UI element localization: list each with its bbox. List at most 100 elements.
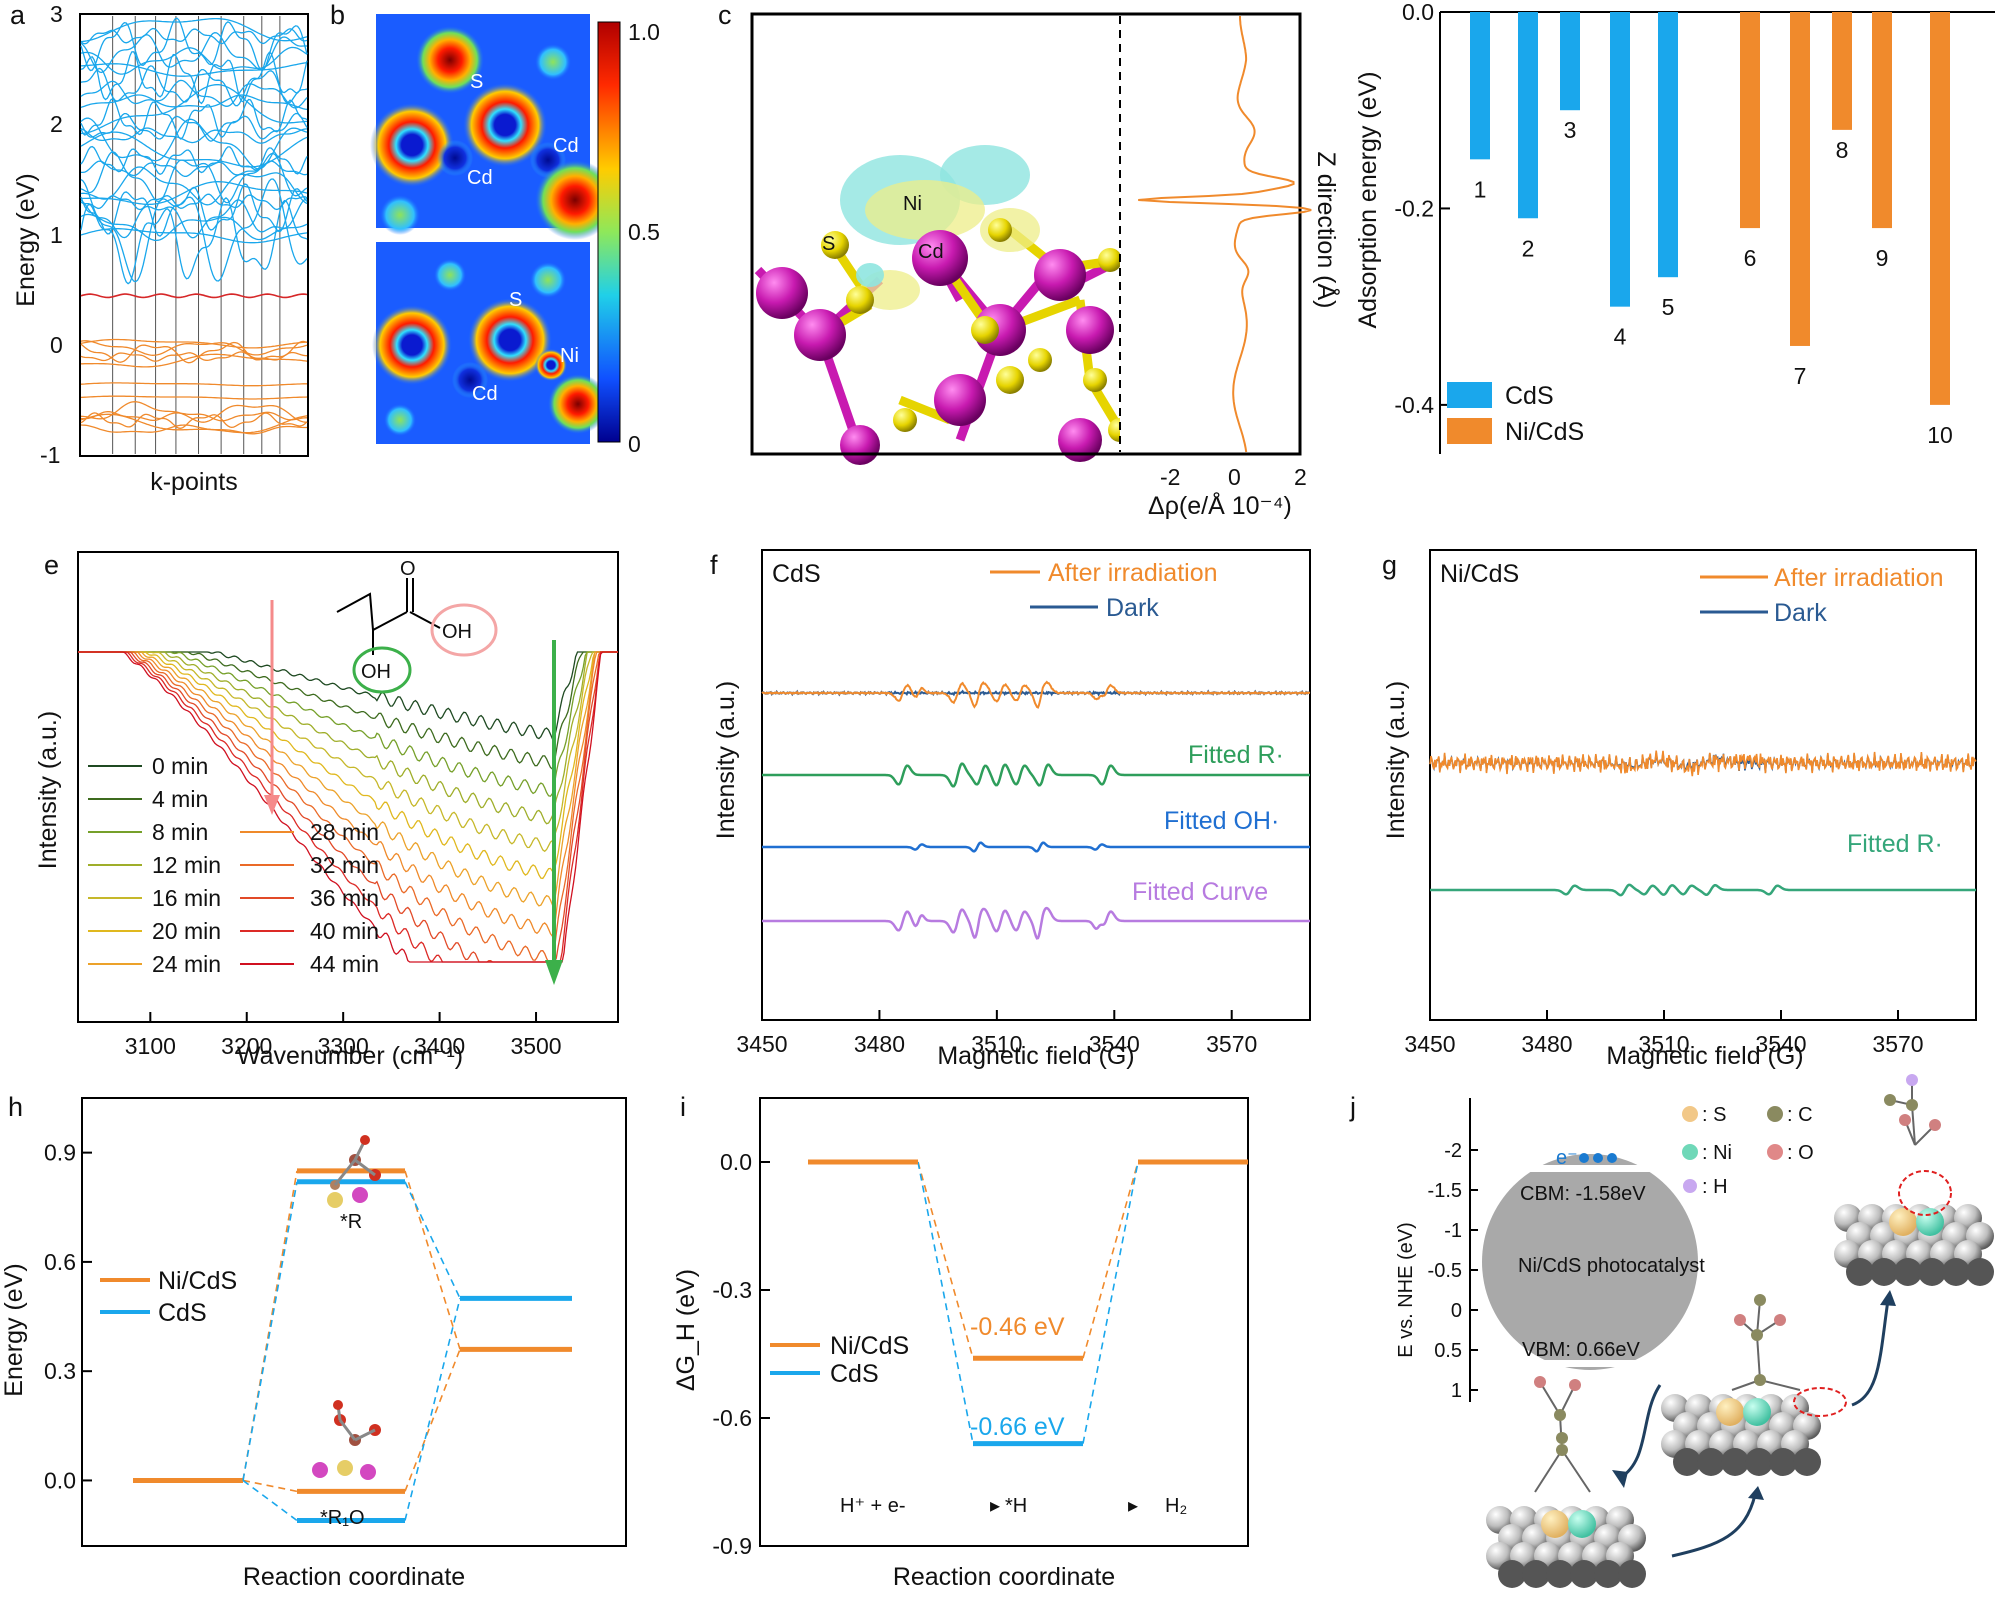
h-ylabel: Energy (eV) [0, 1263, 28, 1396]
i-ytick-label: -0.9 [712, 1533, 752, 1559]
h-ytick-label: 0.0 [44, 1467, 76, 1493]
adsorbate-final [1884, 1074, 1941, 1146]
legend-label: 12 min [152, 852, 221, 878]
ytick: 2 [50, 111, 63, 137]
bar-label: 8 [1836, 137, 1849, 163]
conduction-band [81, 160, 308, 178]
panel-label-g: g [1382, 550, 1397, 580]
legend-label: 28 min [310, 819, 379, 845]
d-yticks: 0.0 -0.2 -0.4 [1394, 0, 1450, 418]
ftir-frame [77, 551, 619, 1023]
legend-s: : S [1702, 1104, 1726, 1126]
spectrum-28min [78, 651, 618, 938]
atom [1929, 1119, 1941, 1131]
conduction-band [80, 32, 308, 74]
arrow-glyph: ▸ [1128, 1495, 1138, 1517]
bond [1534, 1449, 1563, 1493]
atom-OH-acid: OH [442, 621, 472, 643]
trace-fitted-r [1430, 883, 1976, 897]
photocatalyst-disk [1482, 1154, 1698, 1370]
sample-name: CdS [772, 560, 821, 588]
legend-label: 4 min [152, 786, 208, 812]
conduction-band [80, 228, 308, 244]
bar-9 [1872, 12, 1892, 229]
atom [1556, 1444, 1568, 1456]
connector-CdS [242, 1181, 298, 1481]
j-ytick-label: -0.5 [1428, 1260, 1462, 1282]
energy-yticks: 3 2 1 0 -1 [40, 1, 63, 468]
conduction-band [81, 181, 308, 206]
conduction-band [80, 178, 308, 283]
atomic-structure: Ni S Cd [754, 145, 1132, 465]
valence-band [80, 395, 308, 400]
panel-e: e 3100 3200 3300 3400 3500 Wavenumber (cm⁻¹)… [34, 550, 619, 1070]
charge-density-profile [1138, 16, 1312, 453]
j-ytick-label: -1.5 [1428, 1180, 1462, 1202]
g-xticks: 3450 3480 3510 3540 3570 [1404, 1010, 1924, 1057]
bond [1759, 1379, 1801, 1391]
spectrum-20min [78, 651, 618, 880]
d-ytick-label: -0.4 [1394, 392, 1434, 418]
xtick-label: 3510 [971, 1031, 1022, 1057]
conduction-band [80, 213, 308, 242]
atom [1754, 1294, 1766, 1306]
atom [1754, 1374, 1766, 1386]
g-xlabel: Magnetic field (G) [1606, 1042, 1803, 1070]
atom-label-ni: Ni [903, 193, 922, 215]
bar-label: 2 [1522, 235, 1535, 261]
bar-5 [1658, 12, 1678, 278]
legend-swatch-cds [1447, 382, 1492, 408]
highlight-acid-oh [430, 603, 498, 657]
nickel-atom [1916, 1208, 1944, 1236]
map-label: S [509, 289, 522, 311]
map-label: Cd [472, 383, 498, 405]
conduction-band [80, 27, 308, 45]
h-ytick-label: 0.3 [44, 1358, 76, 1384]
i-frame [759, 1097, 1249, 1547]
cbm-band [1505, 1165, 1680, 1172]
atom [1884, 1094, 1896, 1106]
legend-label: 24 min [152, 951, 221, 977]
e-ylabel: Intensity (a.u.) [34, 711, 62, 869]
flow-arrow [1851, 1299, 1890, 1407]
legend-label-after: After irradiation [1774, 564, 1944, 592]
state-label-r1o: *R₁O [320, 1507, 365, 1529]
adsorbate-intermediate [1731, 1294, 1801, 1391]
d-ylabel: Adsorption energy (eV) [1354, 71, 1382, 328]
legend-label: 36 min [310, 885, 379, 911]
legend-o: : O [1787, 1142, 1814, 1164]
map-label: Ni [560, 345, 579, 367]
e-xticks: 3100 3200 3300 3400 3500 [125, 1012, 562, 1059]
panel-d: 0.0 -0.2 -0.4 1 2 3 4 5 6 7 8 9 10 Adsorption energ… [1354, 0, 1995, 454]
j-ytick-label: 0 [1451, 1300, 1462, 1322]
colorbar-tick: 1.0 [628, 19, 660, 45]
conduction-band [80, 197, 308, 239]
bond [1561, 1449, 1591, 1493]
g-ylabel: Intensity (a.u.) [1382, 681, 1410, 839]
c-xtick: -2 [1160, 464, 1180, 490]
spectrum-24min [78, 651, 618, 907]
conduction-band [80, 98, 308, 140]
slab-final [1834, 1204, 1994, 1286]
nickel-atom [1743, 1398, 1771, 1426]
bar-label: 1 [1474, 176, 1487, 202]
bond [1539, 1381, 1561, 1416]
surface-atom [1618, 1560, 1646, 1588]
surface-atom [1793, 1448, 1821, 1476]
valence-band [80, 401, 307, 423]
bar-7 [1790, 12, 1810, 346]
c-xtick: 0 [1228, 464, 1241, 490]
valence-band [80, 338, 308, 349]
surface-atom [1966, 1258, 1994, 1286]
d-ytick-label: 0.0 [1402, 0, 1434, 25]
vbm-label: VBM: 0.66eV [1522, 1339, 1641, 1361]
adsorbate-r1o-image [312, 1400, 381, 1480]
surface-atom [1498, 1560, 1526, 1588]
atom [1569, 1379, 1581, 1391]
c-zlabel: Z direction (Å) [1312, 152, 1342, 309]
trace-fitted-oh [762, 841, 1310, 853]
fit-label-r: Fitted R· [1188, 741, 1284, 769]
slab-initial [1486, 1506, 1646, 1588]
charge-map-bottom: S Ni Cd [372, 242, 608, 444]
conduction-band [80, 112, 308, 142]
